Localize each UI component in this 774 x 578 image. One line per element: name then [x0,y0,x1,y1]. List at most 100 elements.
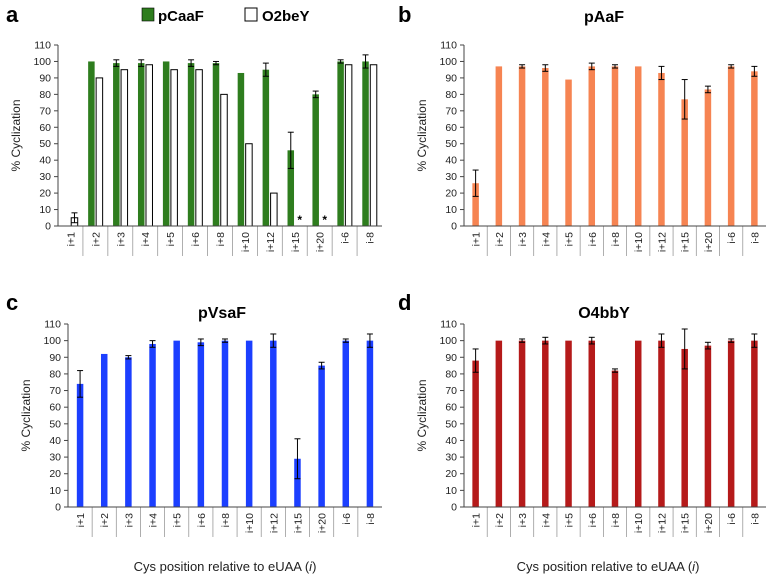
legend: pCaaF O2beY [141,7,310,25]
legend-label-pcaaf: pCaaF [158,8,204,25]
error-bar [270,333,277,348]
panel-a: a pCaaF O2beY 0 10 20 30 40 50 60 70 80 90 100 110%… [6,2,382,256]
bar [270,340,277,507]
bar [727,340,735,507]
x-tick-label: i-8 [365,232,377,244]
y-tick-label: 0 [55,502,61,514]
bar [751,340,758,507]
annotation-star: * [297,213,302,227]
x-tick-label: i+1 [471,232,483,246]
bar [173,340,180,507]
x-tick-label: i+10 [244,513,256,533]
x-tick-label: i+6 [196,513,208,527]
x-tick-label: i+15 [290,232,302,252]
x-tick-label: i+6 [587,232,599,246]
bar [658,340,665,507]
error-bar [366,333,373,348]
y-tick-label: 20 [49,468,61,480]
bar [611,66,619,227]
y-tick-label: 80 [445,89,457,101]
bar [287,150,295,226]
error-bar [751,333,758,348]
panel-title-d: O4bbY [578,305,630,322]
y-tick-label: 60 [445,122,457,134]
error-bar [612,64,618,69]
bar [120,69,129,227]
bar [727,66,735,227]
bar [518,66,526,227]
bar [100,353,108,507]
error-bar [658,65,665,81]
x-tick-label: i-6 [726,232,738,244]
bar [565,79,572,227]
bar [337,61,344,226]
y-tick-label: 90 [49,352,61,364]
y-tick-label: 70 [445,385,457,397]
error-bar [342,338,349,343]
y-tick-label: 110 [34,40,51,52]
bar [220,93,228,227]
bar [472,183,479,226]
x-tick-label: i+15 [680,232,692,252]
error-bar [728,338,735,343]
error-bar [318,361,325,370]
bar [162,61,170,226]
y-tick-label: 50 [49,418,61,430]
bar [221,340,229,507]
panel-title-b: pAaF [584,9,624,26]
error-bar [362,54,369,69]
bar [658,72,665,227]
bar [472,360,479,507]
x-tick-label: i+10 [240,232,252,252]
legend-swatch-o2bey [244,7,258,22]
y-tick-label: 20 [445,188,457,200]
error-bar [113,59,120,67]
y-tick-label: 110 [440,40,457,52]
y-tick-label: 0 [451,221,457,233]
y-tick-label: 30 [445,452,457,464]
bar [187,63,195,226]
bar [369,64,378,227]
error-bar [542,64,549,72]
y-tick-label: 50 [445,138,457,150]
error-bar [472,169,479,197]
x-tick-label: i+3 [517,232,529,246]
bar [113,63,120,226]
x-tick-label: i+2 [99,513,111,527]
legend-swatch-pcaaf [141,7,155,22]
x-axis-label-c: Cys position relative to eUAA (i) [134,559,317,574]
bar [751,71,758,226]
error-bar [681,79,688,120]
error-bar [149,340,156,348]
x-tick-label: i+12 [656,232,668,252]
bar [518,340,526,507]
y-tick-label: 110 [440,319,457,331]
error-bar [71,212,78,224]
x-tick-label: i+4 [540,513,552,527]
y-tick-label: 60 [39,122,51,134]
bar [137,63,145,226]
x-tick-label: i+2 [494,513,506,527]
bar [237,72,245,227]
x-tick-label: i+5 [172,513,184,527]
bar [245,340,253,507]
error-bar [588,336,595,345]
panel-c: c pVsaF 0 10 20 30 40 50 60 70 80 90 100 110 % Cycli… [6,290,382,537]
y-tick-label: 20 [39,188,51,200]
bar [88,61,95,226]
error-bar [519,64,526,69]
bar [495,340,503,507]
y-tick-label: 0 [451,502,457,514]
x-tick-label: i+4 [540,232,552,246]
x-tick-label: i+10 [633,232,645,252]
error-bar [751,65,758,77]
bar [681,348,688,507]
error-bar [704,341,711,350]
error-bar [188,59,195,67]
panel-d: d O4bbY 0 10 20 30 40 50 60 70 80 90 100 110 % Cycli… [398,290,766,537]
y-tick-label: 90 [39,72,51,84]
error-bar [213,60,219,66]
y-tick-label: 80 [39,89,51,101]
x-tick-label: i+5 [165,232,177,246]
x-tick-label: i+10 [633,513,645,533]
